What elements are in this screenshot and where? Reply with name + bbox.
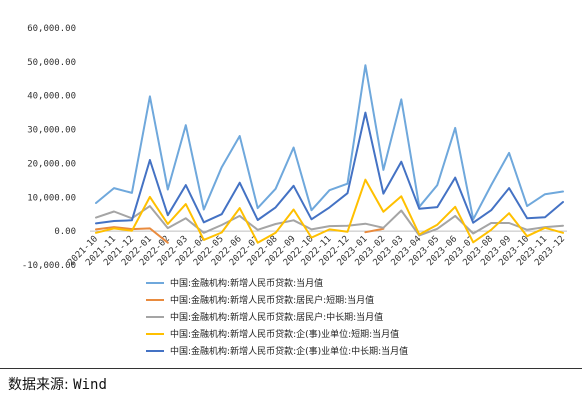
source-note: 数据来源: Wind [8,374,107,394]
source-label: 数据来源: [8,377,69,393]
source-value: Wind [73,377,107,393]
series-line-1 [95,64,564,221]
series-line-4 [95,178,564,244]
series-layer [95,64,564,244]
legend: 中国:金融机构:新增人民币贷款:当月值中国:金融机构:新增人民币贷款:居民户:短… [146,277,408,357]
legend-entry: 中国:金融机构:新增人民币贷款:当月值 [170,277,323,289]
y-tick-label: 40,000.00 [27,92,76,102]
y-tick-label: 20,000.00 [27,159,76,169]
chart-frame: -10,000.00 0.00 10,000.00 20,000.00 30,000.0… [22,24,567,357]
y-tick-label: 30,000.00 [27,126,76,136]
legend-entry: 中国:金融机构:新增人民币贷款:企(事)业单位:短期:当月值 [170,328,399,340]
y-tick-label: 10,000.00 [27,193,76,203]
y-tick-label: -10,000.00 [22,261,76,271]
source-divider [0,368,582,369]
line-chart: -10,000.00 0.00 10,000.00 20,000.00 30,000.0… [22,24,567,357]
y-tick-label: 0.00 [54,227,76,237]
legend-entry: 中国:金融机构:新增人民币贷款:企(事)业单位:中长期:当月值 [170,345,408,357]
series-line-5 [95,111,564,225]
series-line-3 [95,205,564,237]
y-tick-label: 50,000.00 [27,58,76,68]
legend-entry: 中国:金融机构:新增人民币贷款:居民户:中长期:当月值 [170,311,383,323]
legend-entry: 中国:金融机构:新增人民币贷款:居民户:短期:当月值 [170,294,374,306]
y-tick-label: 60,000.00 [27,24,76,34]
